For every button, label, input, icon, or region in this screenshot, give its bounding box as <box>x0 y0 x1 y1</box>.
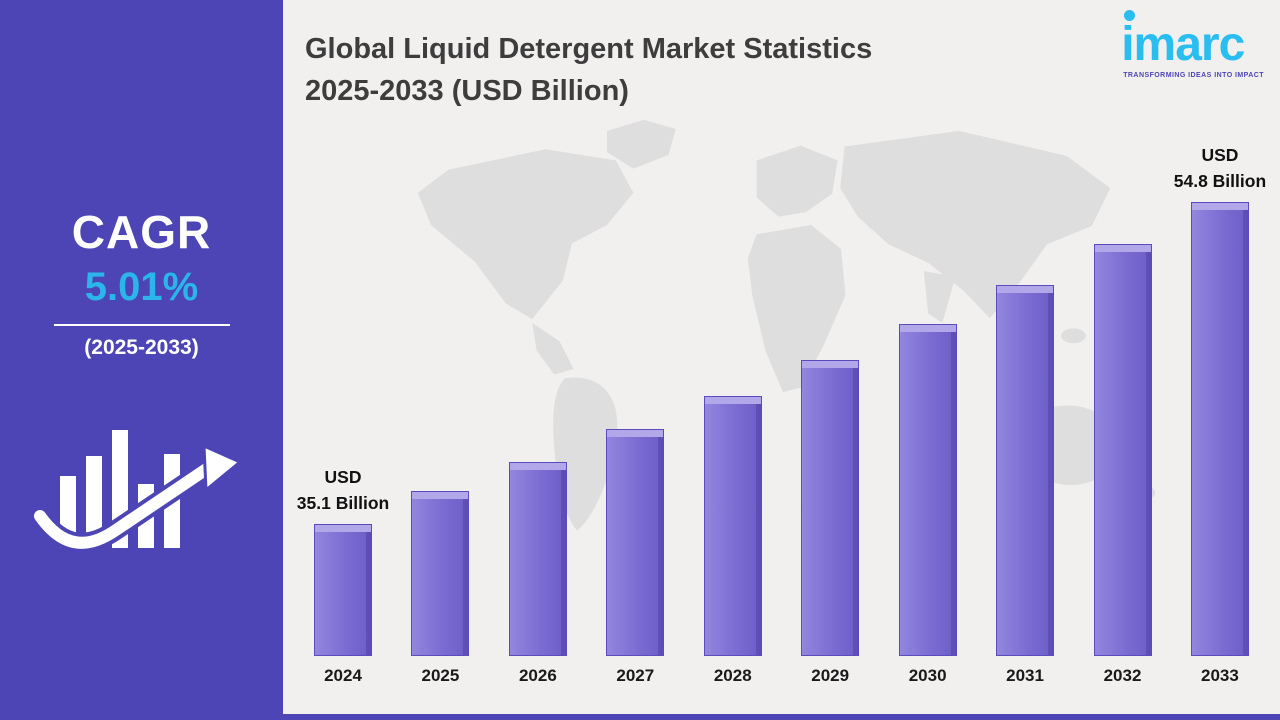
bar-slot-2025: 2025 <box>408 491 472 686</box>
x-axis-label-2026: 2026 <box>518 666 557 685</box>
x-axis-label-2025: 2025 <box>421 666 460 685</box>
bar-slot-2026: 2026 <box>506 462 570 686</box>
page-title-line1: Global Liquid Detergent Market Statistic… <box>305 33 873 65</box>
x-axis-label-2028: 2028 <box>713 666 752 685</box>
bar-2027 <box>606 429 665 656</box>
bottom-accent-strip <box>283 714 1280 720</box>
x-axis-label-2031: 2031 <box>1006 666 1044 685</box>
logo-brand: imarc <box>1121 18 1245 71</box>
bar-2026 <box>508 462 567 656</box>
bar-2031 <box>996 285 1055 656</box>
bar-2029 <box>801 360 860 656</box>
world-map-background <box>417 119 1156 531</box>
x-axis-label-2033: 2033 <box>1201 666 1239 685</box>
divider <box>53 324 230 326</box>
cagr-sidebar: CAGR 5.01% (2025-2033) <box>0 0 283 720</box>
bar-slot-2032: 2032 <box>1091 244 1155 686</box>
x-axis-label-2024: 2024 <box>324 666 362 685</box>
x-axis-label-2032: 2032 <box>1103 666 1142 685</box>
bar-chart-with-up-arrow-icon <box>0 398 283 568</box>
bar-chart: USD 35.1 Billion 2024 2025 2026 2027 2028 2029 2… <box>297 145 1266 686</box>
x-axis-label-2030: 2030 <box>908 666 947 685</box>
bar-2028 <box>703 396 762 656</box>
cagr-value: 5.01% <box>84 265 199 309</box>
bar-slot-2033: USD 54.8 Billion 2033 <box>1174 145 1266 686</box>
imarc-logo: imarc TRANSFORMING IDEAS INTO IMPACT <box>1121 10 1264 79</box>
bar-2030 <box>898 324 957 656</box>
bar-2033 <box>1190 202 1249 656</box>
x-axis-label-2029: 2029 <box>811 666 850 685</box>
logo-tagline: TRANSFORMING IDEAS INTO IMPACT <box>1123 72 1264 79</box>
x-axis-label-2027: 2027 <box>616 666 655 685</box>
bar-2032 <box>1093 244 1152 656</box>
bar-value-label-2033: USD 54.8 Billion <box>1173 144 1267 191</box>
bar-slot-2024: USD 35.1 Billion 2024 <box>297 467 389 686</box>
bar-value-label-2024: USD 35.1 Billion <box>296 466 390 513</box>
logo-dot-icon <box>1124 10 1136 21</box>
bar-slot-2027: 2027 <box>603 429 667 686</box>
chart-panel: Global Liquid Detergent Market Statistic… <box>283 0 1280 720</box>
bar-2024 <box>314 524 372 656</box>
cagr-label: CAGR <box>71 206 212 258</box>
cagr-period: (2025-2033) <box>84 336 199 359</box>
bar-slot-2029: 2029 <box>798 360 862 686</box>
bar-2025 <box>411 491 470 656</box>
bar-slot-2030: 2030 <box>896 324 960 686</box>
bar-slot-2028: 2028 <box>701 396 765 686</box>
page-title: Global Liquid Detergent Market Statistic… <box>305 28 1065 112</box>
page-title-line2: 2025-2033 (USD Billion) <box>305 75 629 108</box>
bar-slot-2031: 2031 <box>993 285 1057 686</box>
